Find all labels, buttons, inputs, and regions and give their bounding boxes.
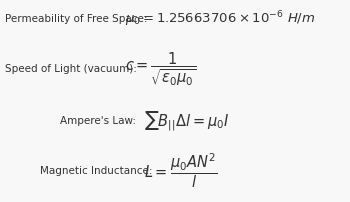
Text: $\mu_0 = 1.25663706\times10^{-6}\ H/m$: $\mu_0 = 1.25663706\times10^{-6}\ H/m$ [125, 9, 315, 29]
Text: Permeability of Free Space:: Permeability of Free Space: [5, 14, 147, 24]
Text: $c = \dfrac{1}{\sqrt{\epsilon_0 \mu_0}}$: $c = \dfrac{1}{\sqrt{\epsilon_0 \mu_0}}$ [125, 50, 196, 88]
Text: Speed of Light (vacuum):: Speed of Light (vacuum): [5, 64, 136, 74]
Text: $L = \dfrac{\mu_0 A N^2}{l}$: $L = \dfrac{\mu_0 A N^2}{l}$ [144, 152, 218, 190]
Text: Ampere's Law:: Ampere's Law: [60, 116, 136, 126]
Text: $\sum B_{||} \Delta l = \mu_0 I$: $\sum B_{||} \Delta l = \mu_0 I$ [144, 109, 230, 133]
Text: Magnetic Inductance:: Magnetic Inductance: [40, 166, 153, 176]
